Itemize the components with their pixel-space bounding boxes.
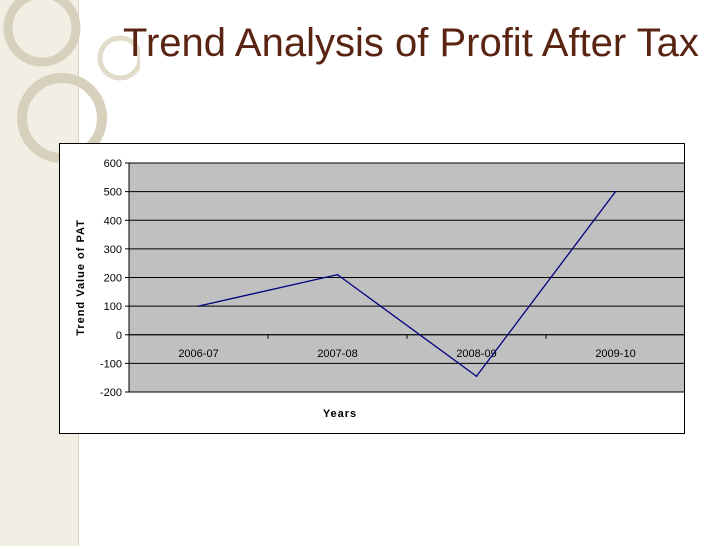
x-axis-title: Years bbox=[323, 408, 357, 420]
y-tick-label: 200 bbox=[104, 273, 122, 285]
y-tick-label: 0 bbox=[116, 330, 122, 342]
series-line bbox=[198, 191, 617, 378]
line-chart: 600 500 400 300 200 100 0 -100 -200 2006-07 2007-0… bbox=[75, 158, 684, 420]
y-tick-label: 500 bbox=[104, 187, 122, 199]
y-tick-label: 100 bbox=[104, 301, 122, 313]
x-tick-label: 2006-07 bbox=[178, 348, 218, 360]
x-tick-label: 2007-08 bbox=[317, 348, 357, 360]
y-tick-label: -200 bbox=[100, 387, 122, 399]
x-tick-label: 2009-10 bbox=[595, 348, 635, 360]
y-tick-label: -100 bbox=[100, 358, 122, 370]
y-axis-title: Trend Value of PAT bbox=[75, 219, 87, 336]
data-point bbox=[197, 305, 200, 307]
data-point bbox=[614, 190, 617, 193]
y-tick-label: 600 bbox=[104, 158, 122, 170]
x-tick-label: 2008-09 bbox=[456, 348, 496, 360]
chart-container: 600 500 400 300 200 100 0 -100 -200 2006-07 2007-0… bbox=[59, 143, 685, 434]
slide-title: Trend Analysis of Profit After Tax bbox=[123, 21, 699, 65]
y-tick-label: 300 bbox=[104, 244, 122, 256]
data-point bbox=[336, 273, 339, 276]
y-tick-label: 400 bbox=[104, 215, 122, 227]
data-point bbox=[475, 375, 478, 378]
